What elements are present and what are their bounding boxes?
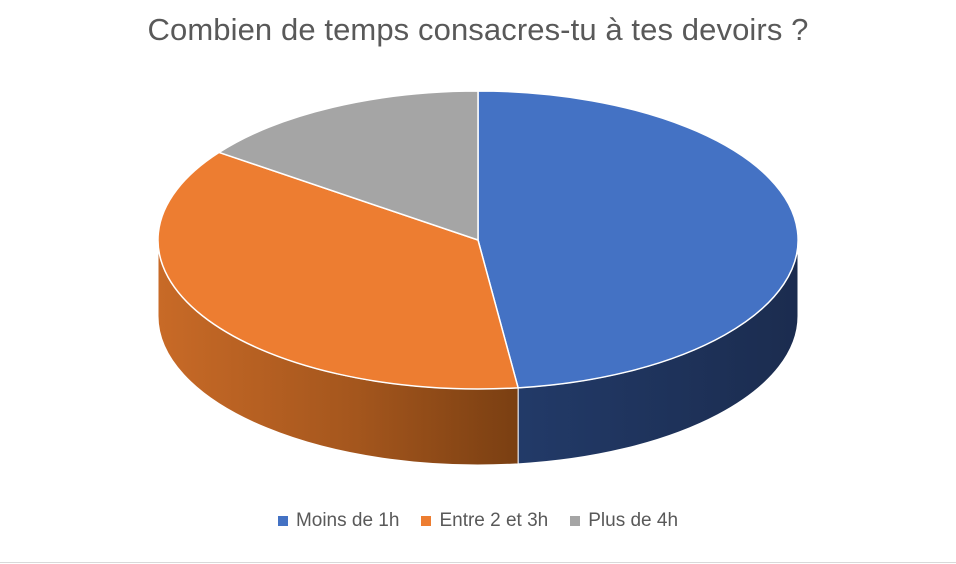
bottom-divider <box>0 562 956 563</box>
legend-item: Moins de 1h <box>277 510 400 532</box>
pie-slice-plus-de-4h <box>218 90 479 241</box>
legend-label: Plus de 4h <box>588 510 679 531</box>
legend-swatch <box>570 516 581 526</box>
legend-swatch <box>277 516 288 526</box>
legend: Moins de 1h Entre 2 et 3h Plus de 4h <box>0 510 956 532</box>
legend-label: Moins de 1h <box>295 510 400 531</box>
legend-swatch <box>421 516 432 526</box>
chart-title: Combien de temps consacres-tu à tes devo… <box>147 12 809 47</box>
legend-label: Entre 2 et 3h <box>439 510 549 531</box>
pie-slice-moins-de-1h <box>477 90 799 389</box>
legend-item: Entre 2 et 3h <box>421 510 548 532</box>
pie-slice-entre-2-et-3h <box>157 151 519 390</box>
pie-top-slices <box>157 90 799 390</box>
legend-item: Plus de 4h <box>570 510 678 532</box>
